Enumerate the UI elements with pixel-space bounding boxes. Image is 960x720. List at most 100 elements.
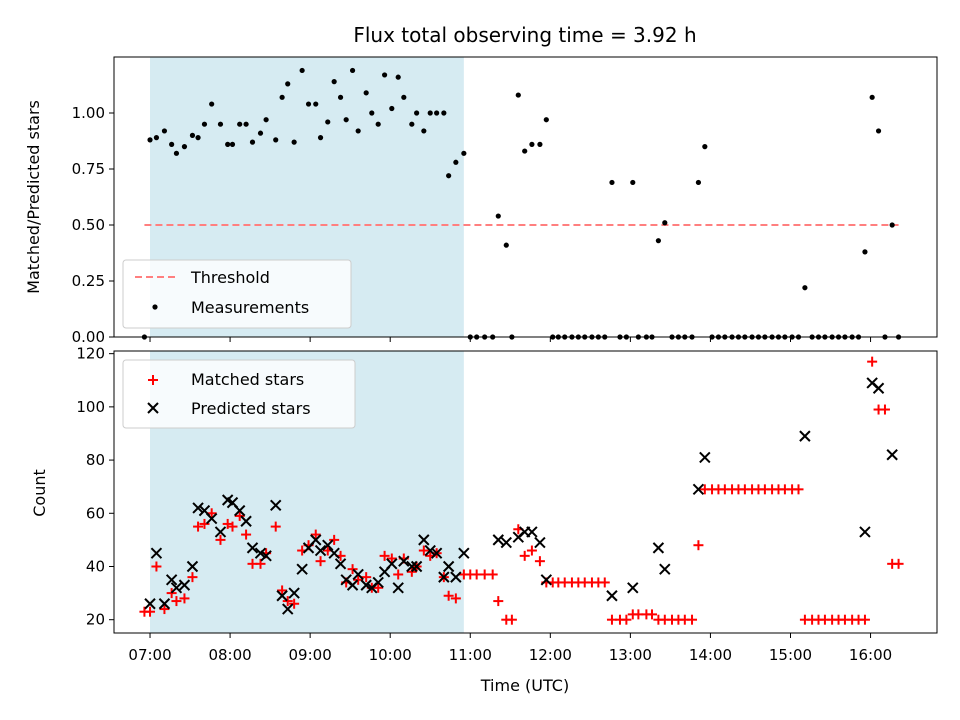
measurement-point (441, 110, 447, 116)
measurements-legend-swatch (152, 304, 158, 310)
predicted-star-point (346, 579, 359, 591)
chart-title: Flux total observing time = 3.92 h (353, 23, 696, 47)
bottom-y-tick-label: 60 (86, 504, 105, 522)
matched-star-point (193, 521, 204, 532)
matched-star-point (526, 545, 537, 556)
top-panel: 0.00 0.25 0.50 0.75 1.00 Flux total observin… (24, 23, 938, 346)
x-tick-label: 16:00 (849, 646, 892, 664)
predicted-star-point (334, 558, 347, 570)
matched-star-point (393, 569, 404, 580)
measurement-point (355, 128, 361, 134)
measurement-point (189, 132, 196, 138)
measurement-point (543, 117, 549, 123)
measurement-point (349, 67, 356, 74)
measurement-point (363, 90, 369, 96)
predicted-star-point (692, 483, 705, 496)
predicted-star-point (534, 536, 546, 549)
bottom-legend-box (122, 359, 356, 429)
matched-star-point (145, 606, 156, 617)
measurement-point (331, 79, 337, 85)
measurement-point (249, 139, 256, 145)
predicted-star-point (492, 534, 504, 546)
matched-star-point (179, 593, 190, 604)
measurement-point (401, 94, 407, 100)
measurement-point (702, 144, 708, 150)
predicted-star-point (186, 560, 199, 573)
predicted-star-point (372, 576, 384, 589)
top-legend-box (122, 259, 352, 329)
matched-star-point (151, 561, 162, 572)
matched-star-point (859, 614, 870, 625)
predicted-star-point (450, 571, 462, 583)
predicted-star-point (260, 550, 272, 562)
matched-star-point (347, 564, 358, 575)
predicted-star-point (214, 526, 227, 538)
measurement-point (503, 242, 509, 248)
predicted-star-point (178, 579, 191, 591)
x-tick-label: 09:00 (289, 646, 332, 664)
measurement-point (173, 150, 180, 156)
predicted-star-point (424, 544, 436, 557)
predicted-star-point (310, 534, 322, 546)
matched-star-point (277, 585, 288, 596)
measurement-point (217, 121, 224, 127)
measurement-point (263, 117, 269, 123)
predicted-star-point (150, 547, 163, 559)
matched-star-point (599, 577, 610, 588)
matched-star-point (310, 529, 321, 540)
predicted-star-point (438, 571, 450, 583)
measurement-point (195, 135, 201, 141)
matched-star-point (493, 596, 504, 607)
matched-star-point (450, 593, 461, 604)
predicted-star-point (430, 547, 443, 559)
matched-star-point (171, 596, 182, 607)
predicted-star-point (418, 534, 430, 546)
predicted-star-point (799, 430, 811, 442)
predicted-star-point (144, 598, 156, 610)
predicted-star-point (540, 574, 553, 586)
matched-legend-swatch (148, 375, 158, 385)
measurement-point (305, 101, 312, 107)
predicted-star-point (526, 526, 538, 538)
predicted-star-point (288, 587, 300, 599)
measurement-point (313, 101, 319, 107)
predicted-star-point (192, 502, 204, 514)
predicted-star-point (240, 515, 252, 527)
x-tick-label: 08:00 (208, 646, 251, 664)
predicted-legend-swatch (147, 402, 159, 414)
matched-star-point (270, 521, 281, 532)
predicted-star-point (458, 547, 470, 559)
measurement-point (875, 128, 882, 134)
measurement-point (889, 222, 895, 228)
measurement-point (655, 238, 661, 244)
x-tick-label: 13:00 (609, 646, 652, 664)
measurement-point (389, 105, 395, 112)
x-tick-label: 15:00 (769, 646, 812, 664)
matched-star-point (487, 569, 498, 580)
bottom-y-tick-label: 100 (76, 398, 105, 416)
predicted-star-point (872, 382, 885, 394)
matched-star-point (241, 529, 252, 540)
predicted-star-point (699, 451, 711, 464)
predicted-star-point (606, 590, 618, 602)
measurement-point (317, 135, 324, 141)
measurement-point (434, 110, 440, 116)
matched-star-point (386, 553, 397, 564)
measurement-point (279, 94, 285, 100)
measurement-point (609, 179, 615, 186)
measurement-point (369, 110, 375, 116)
threshold-legend-label: Threshold (190, 268, 270, 287)
predicted-star-point (314, 544, 327, 557)
x-tick-label: 14:00 (689, 646, 732, 664)
measurement-point (395, 74, 401, 80)
measurement-point (225, 141, 231, 147)
matched-star-point (315, 556, 326, 567)
measurement-point (662, 220, 668, 226)
x-tick-label: 10:00 (369, 646, 412, 664)
measurement-point (325, 119, 331, 125)
bottom-panel: 20 40 60 80 100 120 07:00 08:00 09:00 10:00 11:00 1… (30, 345, 938, 695)
measurement-point (257, 130, 264, 136)
matched-star-point (289, 598, 300, 609)
bottom-y-tick-label: 20 (86, 611, 105, 629)
